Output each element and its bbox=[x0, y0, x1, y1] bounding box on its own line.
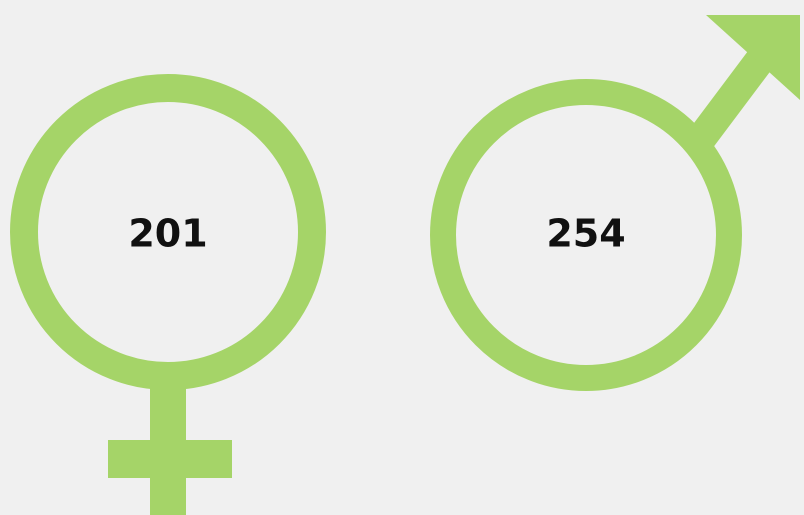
male-arrow-head bbox=[706, 15, 800, 100]
female-ring bbox=[10, 74, 326, 390]
female-symbol bbox=[10, 74, 326, 515]
female-count: 201 bbox=[128, 212, 207, 256]
male-symbol bbox=[430, 15, 800, 391]
male-ring bbox=[430, 79, 742, 391]
female-crossbar bbox=[108, 440, 232, 478]
male-count: 254 bbox=[546, 212, 625, 256]
